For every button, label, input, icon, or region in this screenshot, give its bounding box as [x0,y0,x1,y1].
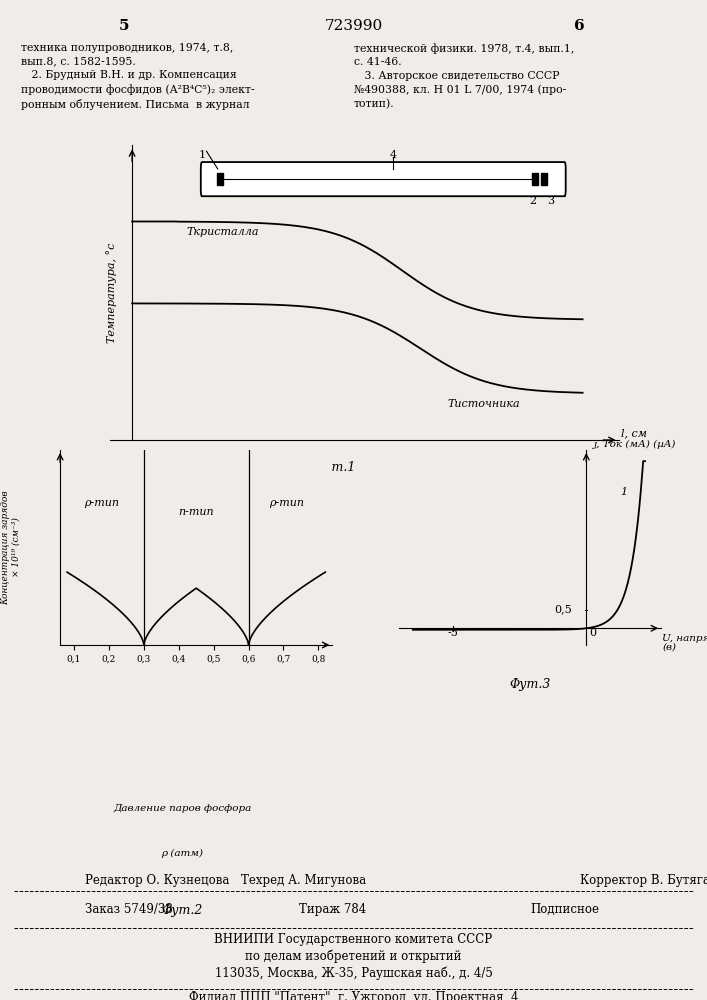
Text: Тираж 784: Тираж 784 [298,903,366,916]
Text: по делам изобретений и открытий: по делам изобретений и открытий [245,950,462,963]
Text: Корректор В. Бутяга: Корректор В. Бутяга [580,874,707,887]
Text: n-тип: n-тип [178,507,214,517]
Text: 2: 2 [530,196,537,206]
Text: U, напряжение: U, напряжение [662,634,707,643]
Text: Ткристалла: Ткристалла [186,227,259,237]
Text: ρ-тип: ρ-тип [269,498,305,508]
Text: Φут.3: Φут.3 [510,678,551,691]
Text: Φут.2: Φут.2 [162,904,204,917]
Text: 4: 4 [390,150,397,160]
Text: Температура, °c: Температура, °c [106,242,117,343]
Text: 1: 1 [620,487,627,497]
Text: Концентрация зарядов
× 10¹⁹ (см⁻³): Концентрация зарядов × 10¹⁹ (см⁻³) [1,490,21,605]
Text: Филиал ППП "Патент", г. Ужгород, ул. Проектная, 4: Филиал ППП "Патент", г. Ужгород, ул. Про… [189,991,518,1000]
Text: технической физики. 1978, т.4, вып.1,
с. 41-46.
   3. Авторское свидетельство СС: технической физики. 1978, т.4, вып.1, с.… [354,43,574,109]
Text: Заказ 5749/38: Заказ 5749/38 [85,903,173,916]
Text: 0: 0 [590,628,597,638]
Text: -5: -5 [448,628,458,638]
Text: Подписное: Подписное [530,903,600,916]
Text: Тисточника: Тисточника [448,399,520,409]
Text: 6: 6 [574,19,585,33]
Text: 113035, Москва, Ж-35, Раушская наб., д. 4/5: 113035, Москва, Ж-35, Раушская наб., д. … [214,966,493,980]
Text: Φут.1: Φут.1 [314,461,356,474]
Text: l, см: l, см [621,428,647,438]
Text: Техред А. Мигунова: Техред А. Мигунова [242,874,366,887]
Text: ρ-тип: ρ-тип [84,498,119,508]
Bar [217,173,223,185]
Text: 723990: 723990 [325,19,382,33]
Text: Давление паров фосфора: Давление паров фосфора [113,804,252,813]
Text: ρ (атм): ρ (атм) [162,848,204,858]
Text: Редактор О. Кузнецова: Редактор О. Кузнецова [85,874,229,887]
Text: (в): (в) [662,642,677,651]
Text: j, Ток (мА) (µA): j, Ток (мА) (µA) [595,440,677,449]
Text: 0,5: 0,5 [554,605,572,615]
Text: техника полупроводников, 1974, т.8,
вып.8, с. 1582-1595.
   2. Брудный В.Н. и др: техника полупроводников, 1974, т.8, вып.… [21,43,255,110]
FancyBboxPatch shape [201,162,566,196]
Bar [532,173,538,185]
Text: 3: 3 [547,196,554,206]
Text: 5: 5 [119,19,129,33]
Text: ВНИИПИ Государственного комитета СССР: ВНИИПИ Государственного комитета СССР [214,933,493,946]
Text: 1: 1 [199,150,206,160]
Bar [542,173,547,185]
